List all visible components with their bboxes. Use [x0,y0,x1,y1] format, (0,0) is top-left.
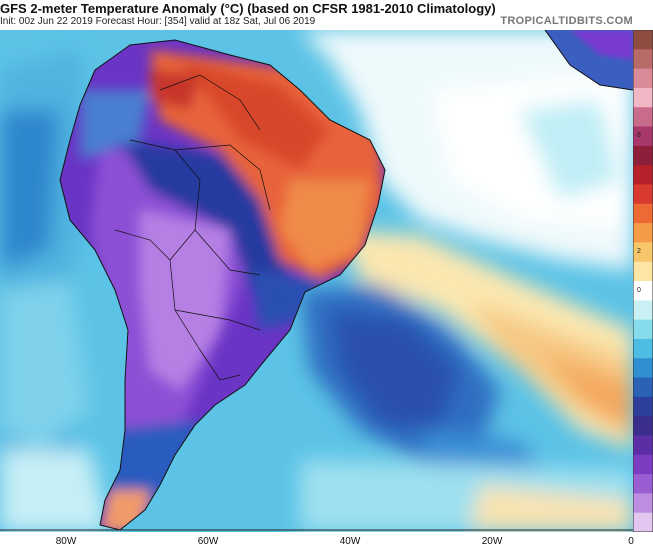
colorbar-tick-label: 0 [637,286,641,294]
colorbar-cell [633,242,653,263]
colorbar-cell [633,261,653,282]
colorbar-cell [633,203,653,224]
colorbar-tick-label: 8 [637,132,641,140]
south-america-landmass [59,39,386,531]
colorbar-cell [633,126,653,147]
colorbar-cell [633,358,653,379]
lon-tick-40w: 40W [339,536,361,547]
colorbar-cell [633,435,653,456]
africa-coast [544,30,633,91]
colorbar-cell [633,165,653,185]
colorbar-cell [633,300,653,321]
colorbar-cell [633,184,653,205]
map-title: GFS 2-meter Temperature Anomaly (°C) (ba… [0,1,496,16]
lon-tick-80w: 80W [55,536,77,547]
colorbar-cell [633,416,653,436]
colorbar-cell [633,145,653,166]
colorbar-cell [633,493,653,514]
colorbar-cell [633,377,653,398]
colorbar-cell [633,107,653,128]
colorbar-cell [633,281,653,301]
ocean-anomaly-field [0,30,633,532]
longitude-axis: 80W 60W 40W 20W 0 [0,532,653,552]
colorbar-cell [633,512,653,532]
lon-tick-20w: 20W [481,536,503,547]
colorbar-cell [633,223,653,243]
colorbar-cell [633,319,653,340]
colorbar-cell [633,49,653,70]
colorbar-cell [633,338,653,359]
colorbar-cell [633,68,653,89]
site-watermark: TROPICALTIDBITS.COM [500,15,633,27]
colorbar-tick-label: 2 [637,248,641,256]
map-header: GFS 2-meter Temperature Anomaly (°C) (ba… [0,0,653,30]
temperature-anomaly-map [0,30,633,532]
colorbar-cell [633,396,653,417]
colorbar-cell [633,454,653,475]
forecast-info: Init: 00z Jun 22 2019 Forecast Hour: [35… [0,16,316,27]
colorbar-cell [633,30,653,50]
lon-tick-0: 0 [628,536,634,547]
colorbar-cell [633,474,653,494]
anomaly-colorbar [633,30,653,532]
colorbar-cell [633,87,653,108]
lon-tick-60w: 60W [197,536,219,547]
